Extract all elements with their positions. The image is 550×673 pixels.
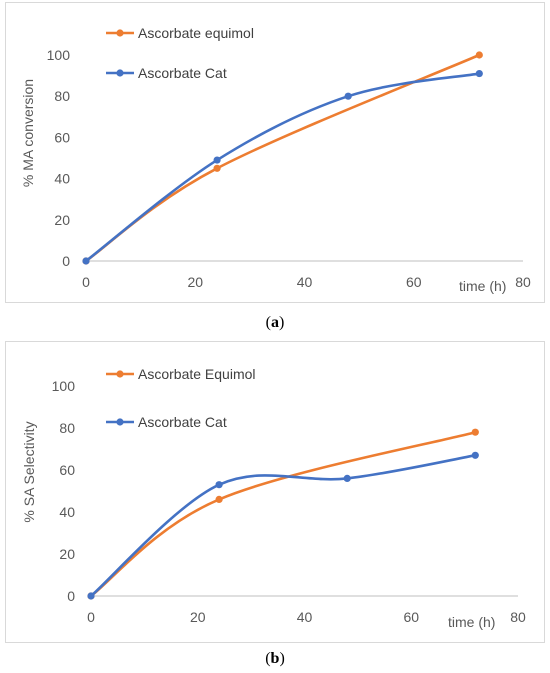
data-point [213,164,221,172]
y-tick-label: 80 [54,88,70,104]
x-axis-label: time (h) [448,614,495,630]
data-point [475,51,483,59]
legend-marker [116,29,124,37]
series-line-2 [84,72,481,263]
data-point [87,592,95,600]
data-point [343,474,351,482]
caption-b-letter: b [270,650,280,667]
caption-b-close: ) [279,650,285,667]
y-tick-label: 40 [54,171,70,187]
x-axis-label: time (h) [459,278,506,294]
caption-a-close: ) [279,314,285,331]
caption-b: (b) [0,650,550,668]
chart-a-svg: 0 20 40 60 80 0 20 40 60 80 100 time (h) % MA conver… [20,25,531,294]
y-tick-label: 80 [59,420,75,436]
legend-entry: Ascorbate Cat [138,414,227,430]
x-tick-label: 40 [297,274,313,290]
data-point [215,481,223,489]
y-tick-label: 60 [59,462,75,478]
x-tick-label: 20 [187,274,203,290]
series-line-1 [89,430,477,598]
x-tick-label: 0 [82,274,90,290]
y-tick-label: 20 [59,546,75,562]
y-tick-label: 100 [47,47,71,63]
chart-b-svg: 0 20 40 60 80 0 20 40 60 80 100 time (h) % SA Select… [21,366,526,630]
x-tick-label: 60 [406,274,422,290]
caption-a-open: ( [265,314,271,331]
legend-marker [116,418,124,426]
data-point [213,156,221,164]
caption-a-letter: a [271,314,279,331]
x-tick-label: 0 [87,609,95,625]
x-tick-label: 60 [403,609,419,625]
x-tick-label: 80 [515,274,531,290]
data-point [471,428,479,436]
y-tick-label: 100 [52,378,76,394]
y-axis-label: % MA conversion [20,79,36,187]
y-tick-label: 60 [54,129,70,145]
data-point [471,451,479,459]
series-line-1 [84,53,481,263]
x-tick-label: 80 [510,609,526,625]
x-tick-label: 40 [297,609,313,625]
legend-marker [116,370,124,378]
legend-entry: Ascorbate Equimol [138,366,256,382]
y-tick-label: 0 [62,253,70,269]
legend-marker [116,69,124,77]
data-point [475,69,483,78]
y-tick-label: 0 [67,588,75,604]
data-point [344,92,352,100]
legend-entry: Ascorbate Cat [138,65,227,81]
data-point [82,257,90,265]
y-axis-label: % SA Selectivity [21,421,37,522]
caption-b-open: ( [265,650,271,667]
series-line-2 [89,454,477,598]
caption-a: (a) [0,314,550,332]
y-tick-label: 20 [54,212,70,228]
x-tick-label: 20 [190,609,206,625]
chart-panel-b: 0 20 40 60 80 0 20 40 60 80 100 time (h) % SA Select… [5,341,545,643]
chart-panel-a: 0 20 40 60 80 0 20 40 60 80 100 time (h) % MA conver… [5,2,545,303]
legend-entry: Ascorbate equimol [138,25,254,41]
y-tick-label: 40 [59,504,75,520]
data-point [215,495,223,503]
